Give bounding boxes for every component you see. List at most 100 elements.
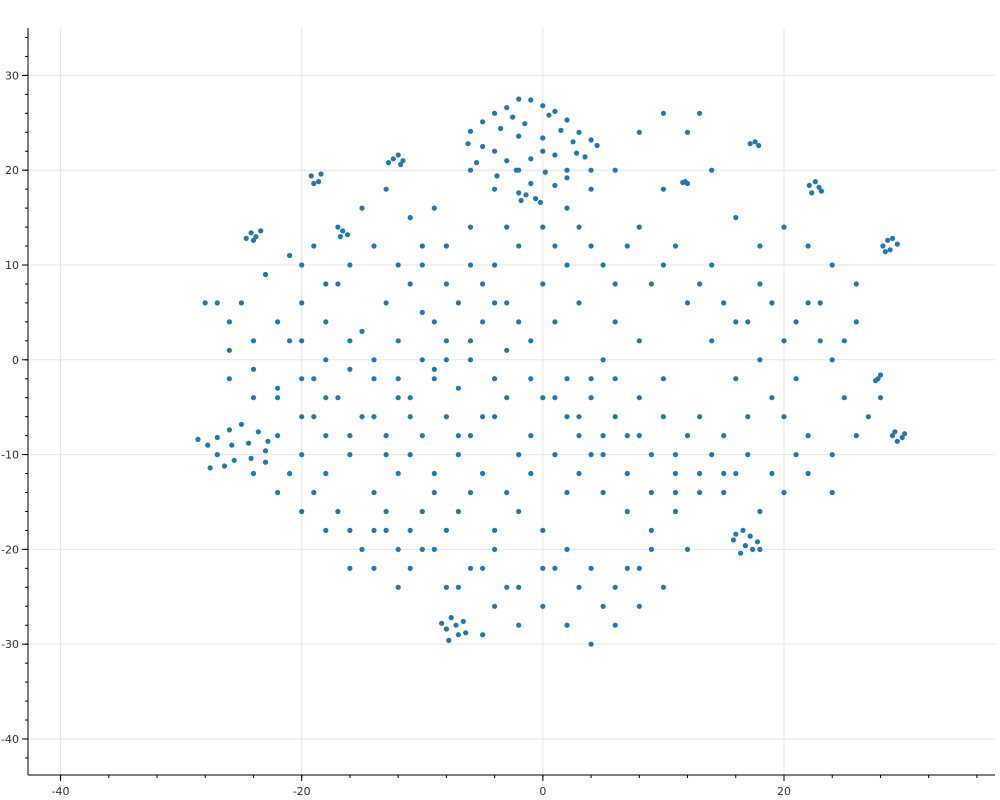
data-point	[419, 546, 425, 553]
data-point	[624, 508, 630, 515]
data-point	[395, 395, 401, 401]
data-point	[660, 376, 667, 382]
data-point	[781, 224, 787, 230]
data-point	[636, 603, 642, 609]
data-point	[552, 108, 558, 114]
data-point	[390, 156, 396, 162]
data-point	[636, 565, 642, 571]
data-point	[882, 249, 888, 255]
data-point	[750, 546, 756, 553]
data-point	[697, 414, 703, 420]
data-point	[636, 433, 642, 439]
data-point	[672, 470, 679, 477]
y-tick-label: -40	[1, 733, 19, 746]
data-point	[398, 161, 404, 168]
data-point	[480, 632, 486, 638]
data-point	[552, 182, 558, 188]
data-point	[558, 127, 564, 133]
data-point	[359, 546, 365, 553]
x-tick-label: -20	[293, 785, 311, 798]
data-point	[540, 395, 546, 401]
data-point	[600, 452, 606, 458]
data-point	[395, 338, 401, 344]
data-point	[600, 357, 606, 363]
data-point	[231, 457, 237, 463]
data-point	[516, 133, 522, 139]
data-point	[431, 470, 437, 477]
data-point	[781, 489, 787, 496]
data-point	[516, 167, 522, 173]
data-point	[308, 173, 314, 179]
data-point	[383, 527, 389, 534]
data-point	[588, 137, 594, 143]
data-point	[576, 414, 582, 420]
data-point	[793, 452, 799, 458]
data-point	[510, 114, 516, 120]
data-point	[250, 395, 257, 401]
data-point	[467, 357, 474, 363]
data-point	[540, 527, 546, 534]
data-point	[697, 281, 703, 287]
data-point	[335, 224, 341, 230]
data-point	[443, 626, 449, 632]
data-point	[745, 414, 751, 420]
data-point	[443, 357, 449, 363]
data-point	[812, 179, 818, 185]
data-point	[600, 433, 606, 439]
data-point	[752, 139, 758, 145]
data-point	[540, 603, 546, 609]
data-point	[323, 357, 329, 363]
data-point	[624, 470, 630, 477]
data-point	[709, 262, 715, 268]
data-point	[612, 584, 618, 590]
data-point	[660, 584, 667, 590]
data-point	[275, 489, 281, 496]
data-point	[648, 527, 655, 534]
data-point	[443, 414, 449, 420]
data-point	[383, 433, 389, 439]
data-point	[446, 637, 452, 644]
data-point	[335, 395, 341, 401]
data-point	[335, 281, 341, 287]
data-point	[214, 452, 220, 458]
data-point	[588, 641, 594, 647]
data-point	[733, 531, 739, 537]
data-point	[624, 243, 630, 249]
data-point	[552, 565, 558, 571]
data-point	[721, 470, 727, 477]
data-point	[467, 128, 474, 134]
data-point	[371, 527, 377, 534]
data-point	[805, 300, 811, 306]
data-point	[887, 247, 893, 253]
data-point	[552, 152, 558, 158]
data-point	[902, 431, 908, 437]
data-point	[733, 470, 739, 477]
data-point	[383, 300, 389, 306]
data-point	[612, 281, 618, 287]
data-point	[576, 129, 582, 135]
data-point	[243, 235, 249, 241]
data-point	[552, 319, 558, 325]
data-point	[697, 110, 703, 116]
data-point	[660, 262, 667, 268]
data-point	[805, 470, 811, 477]
y-tick-label: 30	[5, 69, 19, 82]
data-point	[552, 395, 558, 401]
data-point	[463, 630, 469, 636]
data-point	[431, 205, 437, 211]
data-point	[323, 395, 329, 401]
data-point	[323, 281, 329, 287]
data-point	[523, 192, 529, 198]
x-tick-label: -40	[52, 785, 70, 798]
data-point	[806, 182, 812, 188]
data-point	[636, 224, 642, 230]
data-point	[576, 584, 582, 590]
data-point	[504, 224, 510, 230]
data-point	[275, 385, 281, 391]
data-point	[480, 565, 486, 571]
data-point	[467, 224, 474, 230]
data-point	[395, 470, 401, 477]
data-point	[745, 319, 751, 325]
data-point	[564, 117, 570, 123]
data-point	[250, 237, 257, 243]
